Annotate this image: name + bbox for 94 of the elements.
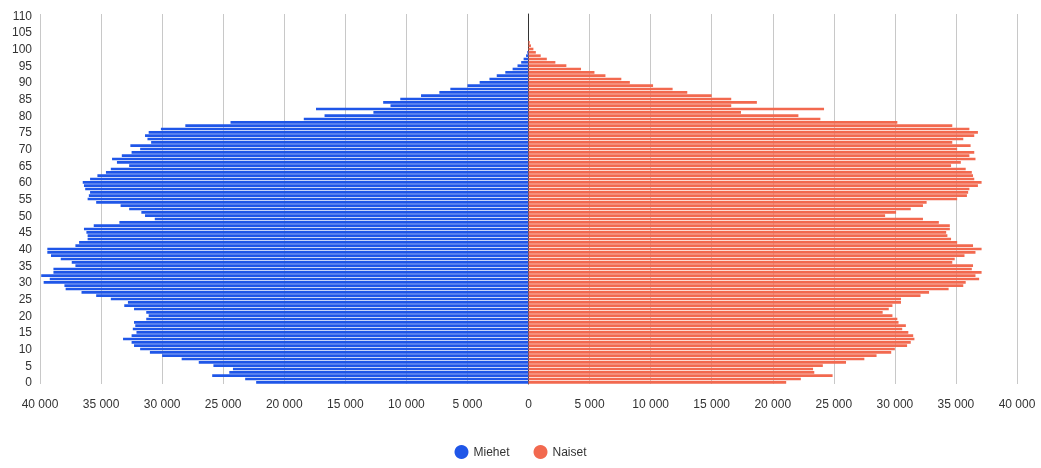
bar [528,204,923,207]
x-tick-label: 30 000 [143,397,181,411]
y-tick-label: 10 [18,342,33,356]
bar [47,251,529,254]
x-tick-label: 0 [525,397,533,411]
x-tick-label: 5 000 [452,397,483,411]
y-tick-label: 0 [25,375,33,390]
bar [43,281,529,284]
bar [528,131,978,134]
y-tick-label: 60 [18,175,33,190]
bar [528,331,909,334]
y-tick-label: 65 [18,158,33,173]
bar [148,131,529,134]
x-tick-label: 40 000 [998,397,1036,411]
bar [79,241,529,244]
y-tick-label: 5 [25,358,33,373]
bar [528,234,948,237]
x-tick-label: 25 000 [204,397,242,411]
bar [528,344,908,347]
bar [528,101,757,104]
y-tick-label: 80 [18,108,33,123]
x-tick-label: 30 000 [876,397,914,411]
bar [124,304,529,307]
bar [145,214,529,217]
bar [528,324,906,327]
bar [88,194,529,197]
bar [148,314,529,317]
bar [528,191,969,194]
y-tick-label: 15 [18,325,33,340]
bar [528,181,982,184]
y-tick-label: 105 [11,25,33,40]
bar [528,224,950,227]
bar [528,351,892,354]
x-tick-label: 10 000 [388,397,426,411]
y-tick-label: 50 [18,208,33,223]
bar [528,231,947,234]
y-tick-label: 55 [18,192,33,206]
bar [212,374,529,377]
bar [50,254,529,257]
bar [41,274,529,277]
y-tick-label: 70 [18,142,33,156]
x-tick-label: 40 000 [21,397,59,411]
bar [528,184,978,187]
x-tick-label: 35 000 [82,397,120,411]
bar [528,341,911,344]
bar [528,314,893,317]
bar [136,331,529,334]
x-tick-label: 5 000 [574,397,605,411]
legend-label: Naiset [552,445,588,459]
bar [383,101,529,104]
bar [517,64,529,67]
x-tick-label: 15 000 [326,397,364,411]
bar [528,171,972,174]
bar [134,321,529,324]
bar [134,344,529,347]
y-tick-label: 25 [18,292,33,306]
bar [135,324,529,327]
y-tick-label: 20 [18,308,33,323]
bar [528,334,914,337]
bar [528,264,974,267]
x-tick-label: 10 000 [632,397,670,411]
y-tick-label: 100 [11,42,33,56]
legend-label: Miehet [473,445,511,459]
y-tick-label: 85 [18,92,33,106]
bar [528,271,982,274]
bar [86,231,529,234]
bar [528,301,901,304]
bar [528,134,975,137]
y-tick-label: 110 [12,8,33,23]
bar [145,134,529,137]
bar [82,181,529,184]
x-tick-label: 35 000 [937,397,975,411]
y-tick-label: 95 [18,58,33,73]
y-tick-label: 90 [18,75,33,90]
bar [83,184,529,187]
x-tick-label: 25 000 [815,397,853,411]
bar [528,144,971,147]
y-tick-label: 30 [18,275,33,290]
bar [130,144,529,147]
bar [521,61,529,64]
y-tick-label: 40 [18,242,33,256]
bar [116,161,529,164]
bar [528,374,833,377]
bar [528,174,974,177]
x-tick-label: 20 000 [754,397,792,411]
y-tick-label: 75 [18,125,33,140]
bar [528,284,964,287]
x-tick-label: 20 000 [265,397,303,411]
y-tick-label: 45 [18,225,33,240]
bar [87,234,529,237]
bar [528,151,975,154]
x-tick-label: 15 000 [693,397,731,411]
y-tick-label: 35 [18,258,33,273]
bar [528,194,967,197]
